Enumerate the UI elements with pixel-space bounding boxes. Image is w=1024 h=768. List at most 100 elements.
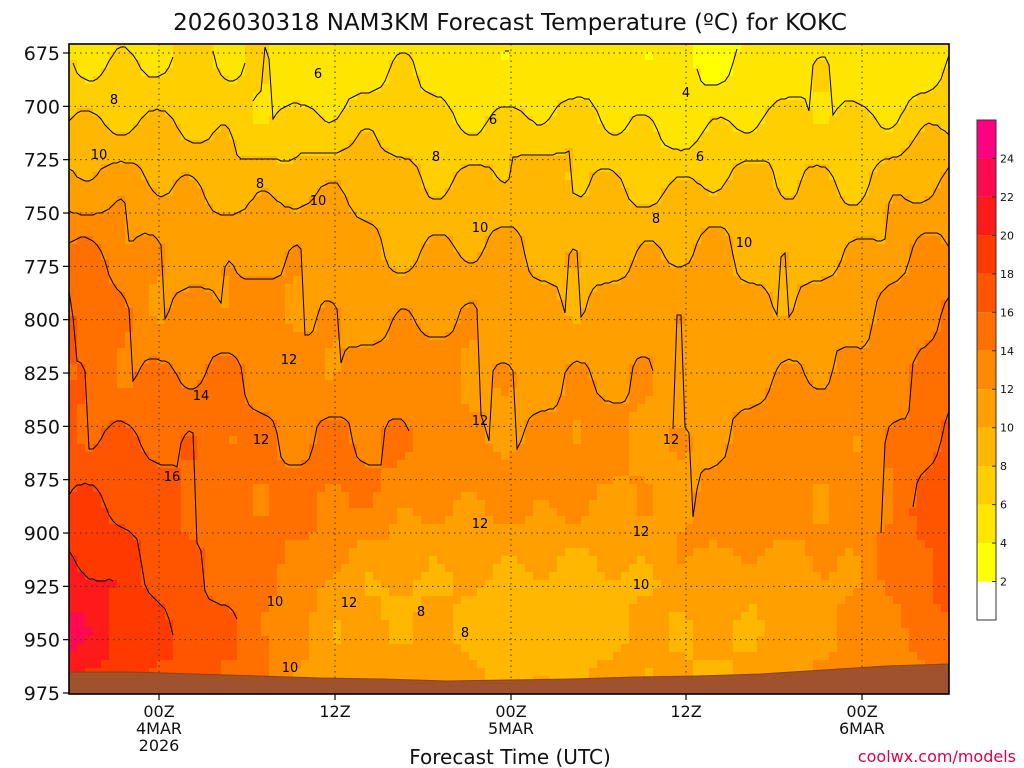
temperature-cell xyxy=(493,284,502,293)
temperature-cell xyxy=(117,468,126,477)
temperature-cell xyxy=(517,92,526,101)
temperature-cell xyxy=(277,604,286,613)
temperature-cell xyxy=(541,148,550,157)
temperature-cell xyxy=(349,532,358,541)
temperature-cell xyxy=(157,308,166,317)
temperature-cell xyxy=(325,380,334,389)
temperature-cell xyxy=(493,588,502,597)
temperature-cell xyxy=(365,220,374,229)
temperature-cell xyxy=(525,652,534,661)
temperature-cell xyxy=(157,156,166,165)
temperature-cell xyxy=(453,60,462,69)
temperature-cell xyxy=(461,324,470,333)
temperature-cell xyxy=(149,524,158,533)
temperature-cell xyxy=(197,148,206,157)
temperature-cell xyxy=(437,268,446,277)
temperature-cell xyxy=(541,580,550,589)
temperature-cell xyxy=(285,620,294,629)
temperature-cell xyxy=(389,644,398,653)
temperature-cell xyxy=(229,364,238,373)
temperature-cell xyxy=(461,108,470,117)
temperature-cell xyxy=(85,644,94,653)
temperature-cell xyxy=(413,276,422,285)
temperature-cell xyxy=(381,348,390,357)
temperature-cell xyxy=(261,76,270,85)
temperature-cell xyxy=(269,532,278,541)
temperature-cell xyxy=(261,492,270,501)
temperature-cell xyxy=(341,572,350,581)
temperature-cell xyxy=(261,172,270,181)
temperature-cell xyxy=(221,468,230,477)
temperature-cell xyxy=(405,292,414,301)
temperature-cell xyxy=(101,236,110,245)
temperature-cell xyxy=(421,132,430,141)
temperature-cell xyxy=(101,268,110,277)
temperature-cell xyxy=(549,612,558,621)
temperature-cell xyxy=(277,188,286,197)
temperature-cell xyxy=(213,76,222,85)
temperature-cell xyxy=(85,436,94,445)
temperature-cell xyxy=(181,204,190,213)
temperature-cell xyxy=(69,500,78,509)
temperature-cell xyxy=(197,460,206,469)
temperature-cell xyxy=(173,244,182,253)
temperature-cell xyxy=(93,484,102,493)
temperature-cell xyxy=(125,340,134,349)
temperature-cell xyxy=(157,428,166,437)
temperature-cell xyxy=(133,212,142,221)
temperature-cell xyxy=(493,628,502,637)
temperature-cell xyxy=(109,252,118,261)
temperature-cell xyxy=(109,316,118,325)
temperature-cell xyxy=(421,412,430,421)
temperature-cell xyxy=(485,388,494,397)
temperature-cell xyxy=(509,668,518,677)
temperature-cell xyxy=(133,356,142,365)
temperature-cell xyxy=(525,156,534,165)
temperature-cell xyxy=(133,116,142,125)
temperature-cell xyxy=(549,44,558,53)
temperature-cell xyxy=(221,644,230,653)
temperature-cell xyxy=(229,556,238,565)
temperature-cell xyxy=(205,268,214,277)
temperature-cell xyxy=(509,580,518,589)
temperature-cell xyxy=(397,444,406,453)
temperature-cell xyxy=(237,604,246,613)
temperature-cell xyxy=(181,548,190,557)
temperature-cell xyxy=(501,148,510,157)
temperature-cell xyxy=(277,140,286,149)
temperature-cell xyxy=(141,236,150,245)
temperature-cell xyxy=(93,532,102,541)
temperature-cell xyxy=(277,164,286,173)
temperature-cell xyxy=(93,340,102,349)
temperature-cell xyxy=(149,532,158,541)
temperature-cell xyxy=(405,452,414,461)
temperature-cell xyxy=(517,388,526,397)
temperature-cell xyxy=(197,636,206,645)
temperature-cell xyxy=(101,436,110,445)
temperature-cell xyxy=(245,44,254,53)
temperature-cell xyxy=(333,524,342,533)
temperature-cell xyxy=(293,260,302,269)
temperature-cell xyxy=(373,604,382,613)
temperature-cell xyxy=(541,76,550,85)
temperature-cell xyxy=(141,564,150,573)
temperature-cell xyxy=(269,284,278,293)
temperature-cell xyxy=(117,356,126,365)
temperature-cell xyxy=(397,140,406,149)
temperature-cell xyxy=(317,348,326,357)
temperature-cell xyxy=(173,604,182,613)
temperature-cell xyxy=(365,228,374,237)
temperature-cell xyxy=(373,236,382,245)
temperature-cell xyxy=(269,60,278,69)
temperature-cell xyxy=(293,660,302,669)
temperature-cell xyxy=(285,92,294,101)
temperature-cell xyxy=(125,444,134,453)
temperature-cell xyxy=(357,484,366,493)
temperature-cell xyxy=(509,364,518,373)
temperature-cell xyxy=(93,116,102,125)
temperature-cell xyxy=(349,196,358,205)
temperature-cell xyxy=(325,484,334,493)
temperature-cell xyxy=(181,668,190,677)
temperature-cell xyxy=(309,372,318,381)
temperature-cell xyxy=(213,548,222,557)
